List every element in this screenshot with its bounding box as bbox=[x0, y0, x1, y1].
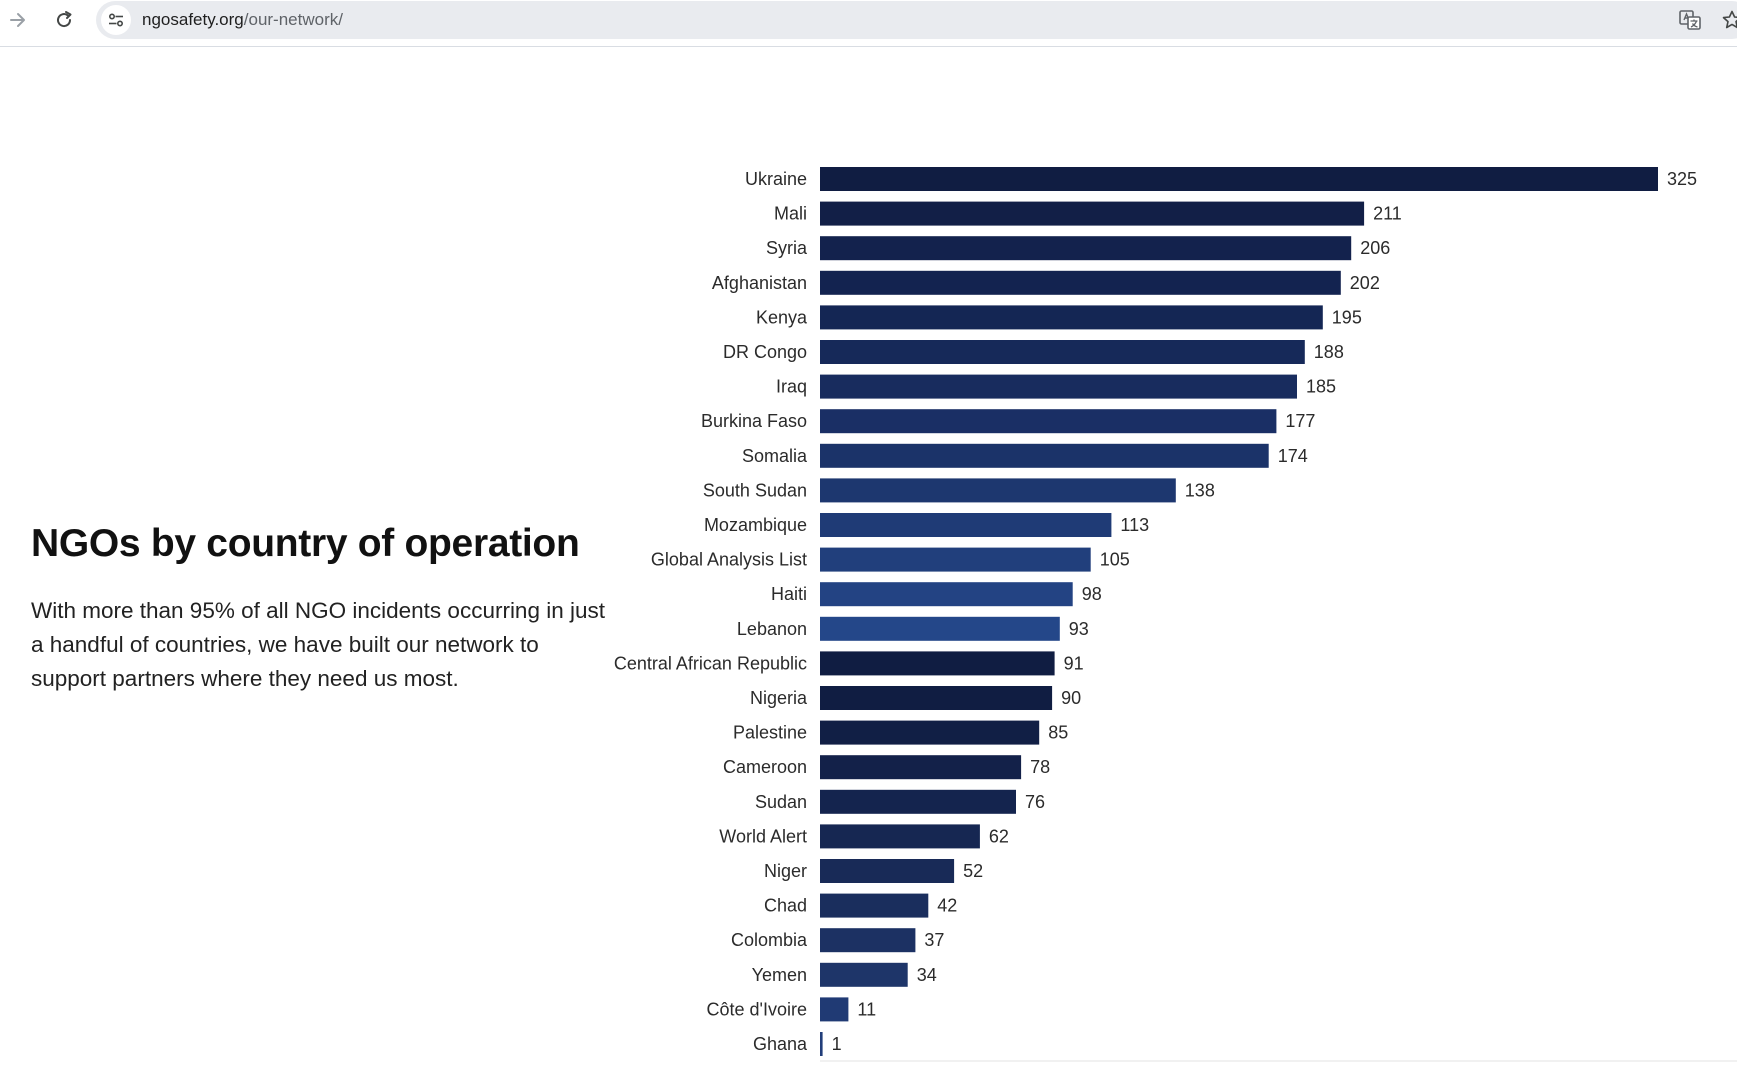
value-label-nigeria: 90 bbox=[1061, 688, 1081, 708]
bar-mali[interactable] bbox=[820, 201, 1365, 226]
value-label-dr-congo: 188 bbox=[1314, 342, 1344, 362]
bar-yemen[interactable] bbox=[820, 962, 908, 987]
bar-sudan[interactable] bbox=[820, 789, 1016, 814]
value-label-global-analysis-list: 105 bbox=[1100, 550, 1130, 570]
value-label-mozambique: 113 bbox=[1120, 515, 1149, 535]
category-label-dr-congo: DR Congo bbox=[723, 342, 807, 362]
category-label-afghanistan: Afghanistan bbox=[712, 273, 807, 293]
value-label-syria: 206 bbox=[1360, 238, 1390, 258]
category-label-niger: Niger bbox=[764, 861, 807, 881]
bar-global-analysis-list[interactable] bbox=[820, 547, 1091, 572]
value-label-south-sudan: 138 bbox=[1185, 480, 1215, 500]
section-heading: NGOs by country of operation bbox=[31, 522, 580, 565]
value-label-iraq: 185 bbox=[1306, 377, 1336, 397]
bar-lebanon[interactable] bbox=[820, 616, 1060, 641]
value-label-haiti: 98 bbox=[1082, 584, 1102, 604]
bar-afghanistan[interactable] bbox=[820, 270, 1341, 295]
category-label-burkina-faso: Burkina Faso bbox=[701, 411, 807, 431]
category-label-world-alert: World Alert bbox=[719, 826, 807, 846]
bar-mozambique[interactable] bbox=[820, 513, 1112, 537]
category-label-ghana: Ghana bbox=[753, 1034, 808, 1054]
tune-icon bbox=[108, 13, 124, 27]
bar-cameroon[interactable] bbox=[820, 755, 1022, 780]
bar-burkina-faso[interactable] bbox=[820, 409, 1277, 434]
category-label-kenya: Kenya bbox=[756, 307, 808, 327]
site-info-button[interactable] bbox=[101, 5, 131, 35]
category-label-ukraine: Ukraine bbox=[745, 169, 807, 189]
bar-cote-d-ivoire[interactable] bbox=[820, 997, 849, 1022]
bar-world-alert[interactable] bbox=[820, 824, 980, 849]
url-text[interactable]: ngosafety.org/our-network/ bbox=[142, 10, 343, 30]
bar-south-sudan[interactable] bbox=[820, 478, 1176, 503]
bookmark-button[interactable] bbox=[1718, 6, 1737, 34]
bar-colombia[interactable] bbox=[820, 928, 916, 953]
value-label-somalia: 174 bbox=[1278, 446, 1308, 466]
bar-ghana[interactable] bbox=[820, 1032, 823, 1056]
section-intro: With more than 95% of all NGO incidents … bbox=[31, 598, 605, 691]
bar-palestine[interactable] bbox=[820, 720, 1040, 745]
translate-button[interactable] bbox=[1676, 6, 1704, 34]
value-label-mali: 211 bbox=[1373, 204, 1402, 224]
value-label-cote-d-ivoire: 11 bbox=[857, 999, 876, 1019]
category-label-nigeria: Nigeria bbox=[750, 688, 808, 708]
value-label-lebanon: 93 bbox=[1069, 619, 1089, 639]
reload-icon bbox=[57, 11, 72, 28]
value-label-burkina-faso: 177 bbox=[1285, 411, 1315, 431]
category-label-cote-d-ivoire: Côte d'Ivoire bbox=[707, 999, 808, 1019]
url-host: ngosafety.org bbox=[142, 10, 244, 29]
category-label-haiti: Haiti bbox=[771, 584, 807, 604]
value-label-kenya: 195 bbox=[1332, 307, 1362, 327]
arrow-right-icon bbox=[10, 13, 25, 27]
bar-kenya[interactable] bbox=[820, 305, 1323, 330]
category-label-cameroon: Cameroon bbox=[723, 757, 807, 777]
browser-toolbar: ngosafety.org/our-network/ bbox=[0, 0, 1737, 47]
category-label-iraq: Iraq bbox=[776, 377, 807, 397]
category-label-yemen: Yemen bbox=[752, 965, 807, 985]
value-label-colombia: 37 bbox=[924, 930, 944, 950]
star-icon bbox=[1722, 10, 1737, 29]
value-label-ukraine: 325 bbox=[1667, 169, 1697, 189]
value-label-cameroon: 78 bbox=[1030, 757, 1050, 777]
translate-icon bbox=[1679, 10, 1701, 30]
bar-niger[interactable] bbox=[820, 859, 955, 883]
category-label-somalia: Somalia bbox=[742, 446, 808, 466]
bar-central-african-republic[interactable] bbox=[820, 651, 1055, 676]
value-label-central-african-republic: 91 bbox=[1064, 653, 1084, 673]
bar-haiti[interactable] bbox=[820, 582, 1073, 607]
category-label-south-sudan: South Sudan bbox=[703, 480, 807, 500]
category-label-central-african-republic: Central African Republic bbox=[614, 653, 807, 673]
value-label-ghana: 1 bbox=[832, 1034, 842, 1054]
category-label-chad: Chad bbox=[764, 896, 807, 916]
category-label-sudan: Sudan bbox=[755, 792, 807, 812]
value-label-afghanistan: 202 bbox=[1350, 273, 1380, 293]
bar-ukraine[interactable] bbox=[820, 167, 1658, 191]
bar-nigeria[interactable] bbox=[820, 686, 1053, 710]
value-label-niger: 52 bbox=[963, 861, 983, 881]
value-label-world-alert: 62 bbox=[989, 826, 1009, 846]
bar-iraq[interactable] bbox=[820, 374, 1297, 399]
category-label-mali: Mali bbox=[774, 204, 807, 224]
url-path: /our-network/ bbox=[243, 10, 343, 29]
bar-somalia[interactable] bbox=[820, 443, 1269, 468]
category-label-colombia: Colombia bbox=[731, 930, 808, 950]
category-label-lebanon: Lebanon bbox=[737, 619, 807, 639]
category-label-palestine: Palestine bbox=[733, 723, 807, 743]
category-label-global-analysis-list: Global Analysis List bbox=[651, 550, 807, 570]
value-label-sudan: 76 bbox=[1025, 792, 1045, 812]
bar-chad[interactable] bbox=[820, 893, 929, 918]
category-label-syria: Syria bbox=[766, 238, 808, 258]
category-label-mozambique: Mozambique bbox=[704, 515, 807, 535]
address-bar[interactable]: ngosafety.org/our-network/ bbox=[96, 1, 1737, 39]
forward-button[interactable] bbox=[2, 4, 34, 36]
reload-button[interactable] bbox=[48, 4, 80, 36]
value-label-yemen: 34 bbox=[917, 965, 937, 985]
bar-syria[interactable] bbox=[820, 236, 1352, 261]
bar-dr-congo[interactable] bbox=[820, 340, 1305, 364]
value-label-chad: 42 bbox=[937, 896, 957, 916]
value-label-palestine: 85 bbox=[1048, 723, 1068, 743]
